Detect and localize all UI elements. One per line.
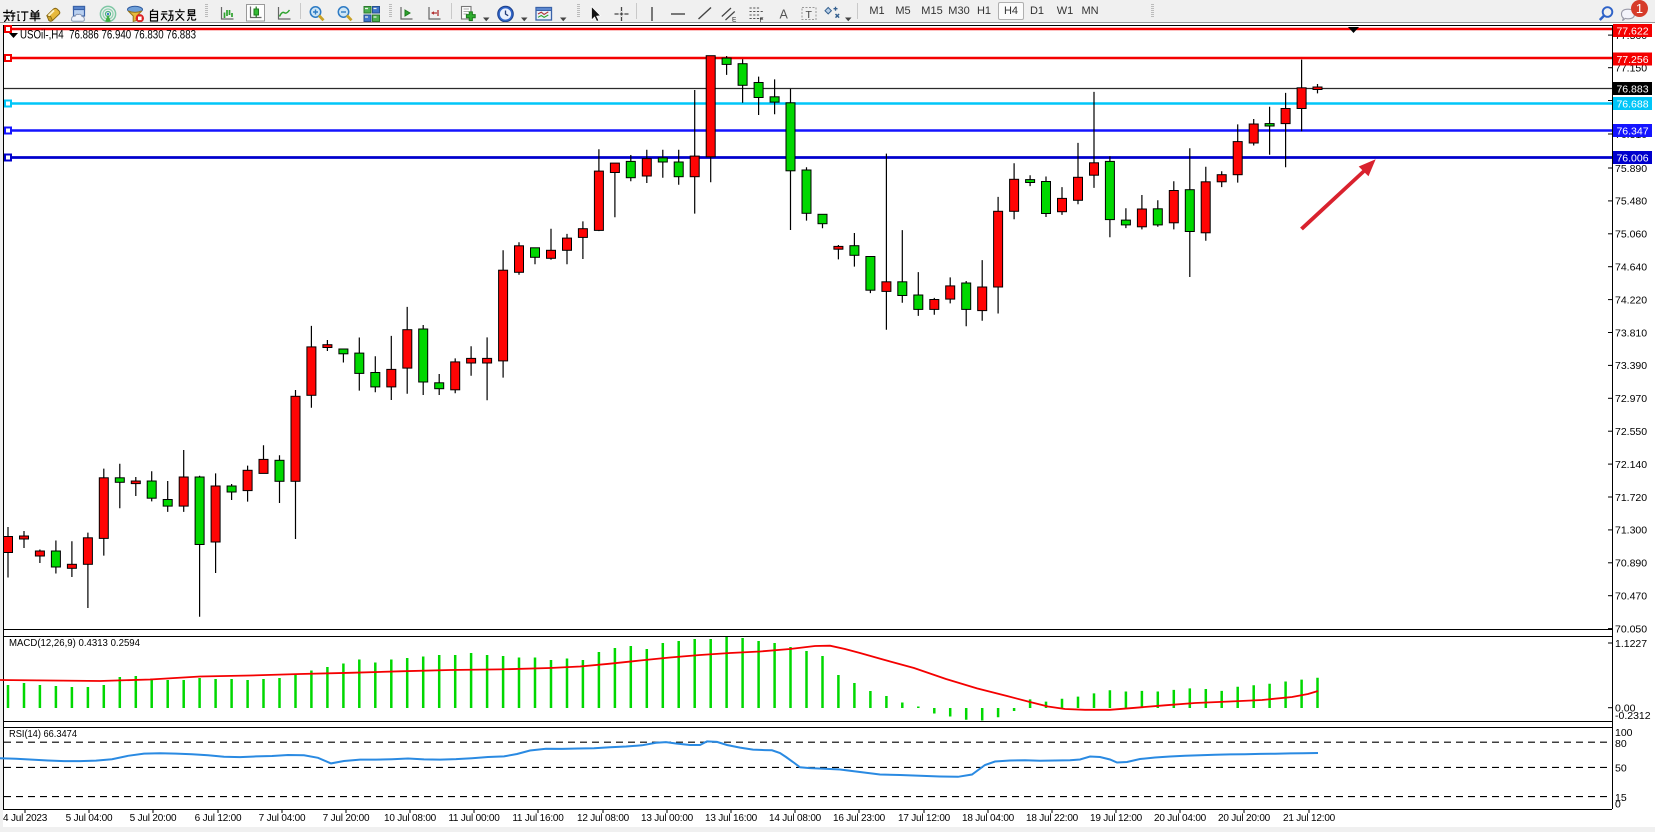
svg-text:1.1227: 1.1227 (1615, 638, 1647, 650)
svg-text:5 Jul 20:00: 5 Jul 20:00 (130, 813, 177, 824)
svg-text:13 Jul 16:00: 13 Jul 16:00 (705, 813, 758, 824)
svg-text:15: 15 (1615, 792, 1627, 804)
svg-text:13 Jul 00:00: 13 Jul 00:00 (641, 813, 694, 824)
svg-text:77.622: 77.622 (1616, 25, 1648, 37)
svg-text:76.347: 76.347 (1616, 125, 1648, 137)
svg-text:75.480: 75.480 (1615, 196, 1647, 208)
svg-text:20 Jul 20:00: 20 Jul 20:00 (1218, 813, 1271, 824)
svg-text:7 Jul 04:00: 7 Jul 04:00 (259, 813, 306, 824)
svg-text:76.688: 76.688 (1616, 98, 1648, 110)
svg-text:100: 100 (1615, 727, 1633, 739)
svg-text:71.720: 71.720 (1615, 492, 1647, 504)
svg-text:20 Jul 04:00: 20 Jul 04:00 (1154, 813, 1207, 824)
svg-text:72.970: 72.970 (1615, 393, 1647, 405)
svg-text:75.060: 75.060 (1615, 229, 1647, 241)
svg-text:T: T (806, 9, 813, 21)
svg-text:-0.2312: -0.2312 (1615, 710, 1651, 722)
svg-text:USOil-,H4 76.886 76.940 76.83: USOil-,H4 76.886 76.940 76.830 76.883 (20, 30, 196, 42)
svg-text:12 Jul 08:00: 12 Jul 08:00 (577, 813, 630, 824)
svg-text:76.883: 76.883 (1616, 83, 1648, 95)
svg-text:A: A (780, 8, 789, 22)
svg-text:0.00: 0.00 (1615, 703, 1636, 715)
svg-text:74.640: 74.640 (1615, 262, 1647, 274)
svg-text:19 Jul 12:00: 19 Jul 12:00 (1090, 813, 1143, 824)
svg-text:77.256: 77.256 (1616, 54, 1648, 66)
svg-text:80: 80 (1615, 738, 1627, 750)
svg-text:16 Jul 23:00: 16 Jul 23:00 (833, 813, 886, 824)
svg-text:76.006: 76.006 (1616, 152, 1648, 164)
svg-text:4 Jul 2023: 4 Jul 2023 (3, 813, 48, 824)
svg-text:72.550: 72.550 (1615, 426, 1647, 438)
svg-text:18 Jul 22:00: 18 Jul 22:00 (1026, 813, 1079, 824)
svg-text:E: E (732, 17, 737, 24)
svg-text:74.220: 74.220 (1615, 294, 1647, 306)
svg-text:21 Jul 12:00: 21 Jul 12:00 (1283, 813, 1336, 824)
svg-text:75.890: 75.890 (1615, 163, 1647, 175)
svg-text:F: F (760, 17, 764, 24)
svg-text:11 Jul 00:00: 11 Jul 00:00 (448, 813, 500, 824)
svg-text:70.050: 70.050 (1615, 623, 1647, 635)
svg-text:70.470: 70.470 (1615, 591, 1647, 603)
svg-text:71.300: 71.300 (1615, 525, 1647, 537)
svg-text:17 Jul 12:00: 17 Jul 12:00 (898, 813, 951, 824)
svg-text:RSI(14) 66.3474: RSI(14) 66.3474 (9, 728, 77, 740)
svg-text:0: 0 (1615, 799, 1621, 811)
svg-text:18 Jul 04:00: 18 Jul 04:00 (962, 813, 1015, 824)
svg-text:11 Jul 16:00: 11 Jul 16:00 (512, 813, 564, 824)
svg-text:10 Jul 08:00: 10 Jul 08:00 (384, 813, 437, 824)
svg-text:50: 50 (1615, 762, 1627, 774)
svg-text:70.890: 70.890 (1615, 558, 1647, 570)
svg-text:14 Jul 08:00: 14 Jul 08:00 (769, 813, 822, 824)
svg-text:73.810: 73.810 (1615, 327, 1647, 339)
svg-text:5 Jul 04:00: 5 Jul 04:00 (66, 813, 113, 824)
svg-text:6 Jul 12:00: 6 Jul 12:00 (195, 813, 242, 824)
svg-text:72.140: 72.140 (1615, 459, 1647, 471)
svg-text:7 Jul 20:00: 7 Jul 20:00 (323, 813, 370, 824)
svg-text:MACD(12,26,9) 0.4313 0.2594: MACD(12,26,9) 0.4313 0.2594 (9, 637, 140, 649)
svg-text:73.390: 73.390 (1615, 360, 1647, 372)
